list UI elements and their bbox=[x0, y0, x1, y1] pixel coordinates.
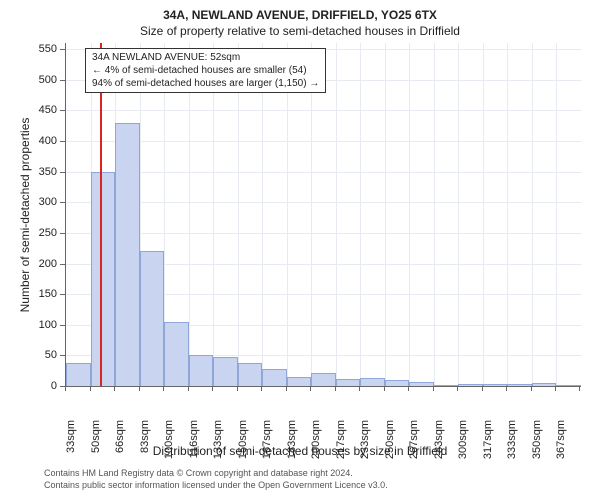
gridline-v bbox=[360, 43, 361, 386]
ytick-mark bbox=[60, 80, 65, 81]
xtick-mark bbox=[237, 386, 238, 391]
gridline-v bbox=[385, 43, 386, 386]
gridline-v bbox=[311, 43, 312, 386]
gridline-v bbox=[458, 43, 459, 386]
gridline-h bbox=[66, 172, 581, 173]
xtick-mark bbox=[408, 386, 409, 391]
gridline-v bbox=[483, 43, 484, 386]
gridline-v bbox=[409, 43, 410, 386]
chart-subtitle: Size of property relative to semi-detach… bbox=[0, 24, 600, 38]
highlight-line bbox=[100, 43, 102, 386]
bar bbox=[140, 251, 165, 386]
ytick-mark bbox=[60, 325, 65, 326]
bar bbox=[532, 383, 557, 386]
gridline-v bbox=[507, 43, 508, 386]
bar bbox=[287, 377, 312, 386]
bar bbox=[385, 380, 410, 386]
bar bbox=[189, 355, 214, 386]
bar bbox=[507, 384, 532, 386]
gridline-v bbox=[287, 43, 288, 386]
gridline-h bbox=[66, 233, 581, 234]
ytick-mark bbox=[60, 264, 65, 265]
ytick-label: 500 bbox=[0, 74, 57, 86]
xtick-mark bbox=[433, 386, 434, 391]
ytick-mark bbox=[60, 202, 65, 203]
ytick-label: 0 bbox=[0, 380, 57, 392]
bar bbox=[434, 385, 459, 386]
ytick-mark bbox=[60, 233, 65, 234]
xtick-mark bbox=[384, 386, 385, 391]
xtick-mark bbox=[579, 386, 580, 391]
gridline-h bbox=[66, 110, 581, 111]
xtick-mark bbox=[261, 386, 262, 391]
bar bbox=[483, 384, 508, 386]
ytick-mark bbox=[60, 110, 65, 111]
xtick-mark bbox=[482, 386, 483, 391]
bar bbox=[458, 384, 483, 386]
bar bbox=[360, 378, 385, 386]
bar bbox=[164, 322, 189, 386]
gridline-v bbox=[556, 43, 557, 386]
bar bbox=[213, 357, 238, 386]
ytick-mark bbox=[60, 355, 65, 356]
gridline-h bbox=[66, 202, 581, 203]
footer-line-2: Contains public sector information licen… bbox=[44, 480, 388, 490]
bar bbox=[311, 373, 336, 386]
ytick-mark bbox=[60, 294, 65, 295]
gridline-h bbox=[66, 141, 581, 142]
gridline-v bbox=[532, 43, 533, 386]
xtick-mark bbox=[65, 386, 66, 391]
gridline-v bbox=[213, 43, 214, 386]
xtick-mark bbox=[359, 386, 360, 391]
bar bbox=[238, 363, 263, 386]
bar bbox=[336, 379, 361, 386]
ytick-label: 550 bbox=[0, 43, 57, 55]
xtick-mark bbox=[335, 386, 336, 391]
xtick-mark bbox=[90, 386, 91, 391]
gridline-v bbox=[238, 43, 239, 386]
bar bbox=[115, 123, 140, 386]
bar bbox=[66, 363, 91, 386]
gridline-v bbox=[262, 43, 263, 386]
bar bbox=[91, 172, 116, 386]
gridline-v bbox=[336, 43, 337, 386]
ytick-label: 50 bbox=[0, 349, 57, 361]
bar bbox=[262, 369, 287, 386]
xtick-mark bbox=[163, 386, 164, 391]
xtick-mark bbox=[139, 386, 140, 391]
ytick-mark bbox=[60, 172, 65, 173]
xtick-mark bbox=[506, 386, 507, 391]
xtick-mark bbox=[531, 386, 532, 391]
bar bbox=[409, 382, 434, 386]
legend-line: 34A NEWLAND AVENUE: 52sqm bbox=[92, 51, 319, 64]
plot-area bbox=[65, 43, 581, 387]
legend-line: ← 4% of semi-detached houses are smaller… bbox=[92, 64, 319, 77]
legend-line: 94% of semi-detached houses are larger (… bbox=[92, 77, 319, 90]
footer-line-1: Contains HM Land Registry data © Crown c… bbox=[44, 468, 353, 478]
xtick-mark bbox=[555, 386, 556, 391]
xtick-mark bbox=[310, 386, 311, 391]
x-axis-label: Distribution of semi-detached houses by … bbox=[0, 444, 600, 458]
bar bbox=[556, 385, 581, 386]
legend-box: 34A NEWLAND AVENUE: 52sqm← 4% of semi-de… bbox=[85, 48, 326, 93]
chart-title: 34A, NEWLAND AVENUE, DRIFFIELD, YO25 6TX bbox=[0, 8, 600, 22]
y-axis-label: Number of semi-detached properties bbox=[18, 85, 32, 345]
ytick-mark bbox=[60, 49, 65, 50]
xtick-mark bbox=[114, 386, 115, 391]
xtick-mark bbox=[212, 386, 213, 391]
ytick-mark bbox=[60, 141, 65, 142]
xtick-mark bbox=[457, 386, 458, 391]
xtick-mark bbox=[188, 386, 189, 391]
gridline-v bbox=[189, 43, 190, 386]
xtick-mark bbox=[286, 386, 287, 391]
gridline-v bbox=[434, 43, 435, 386]
